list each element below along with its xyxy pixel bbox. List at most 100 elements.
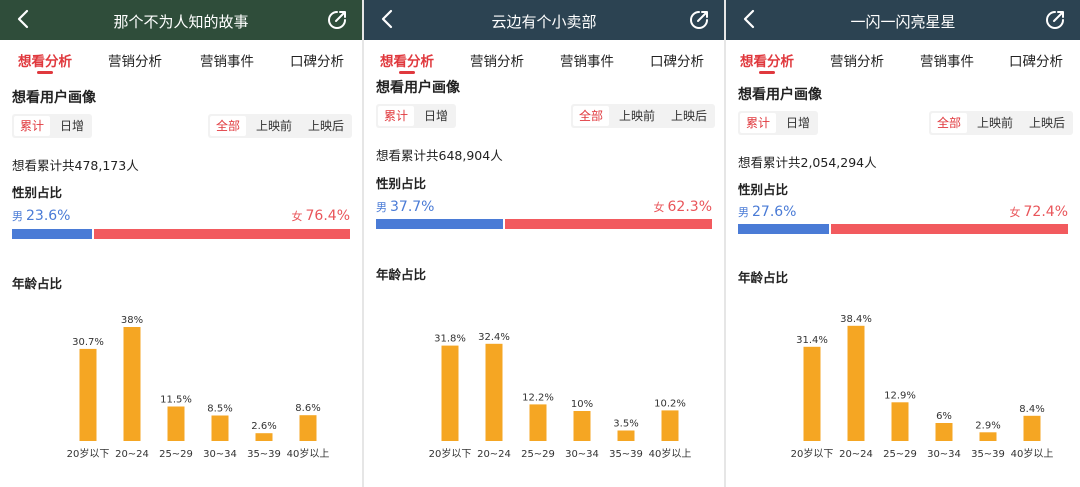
age-title: 年龄占比: [376, 267, 427, 282]
age-bar: [803, 346, 821, 441]
male-value: 37.7%: [390, 199, 435, 215]
age-bar: [299, 415, 317, 441]
female-percent: 女 76.4%: [292, 208, 350, 224]
age-category-label: 25~29: [521, 449, 555, 460]
seg-pre-release[interactable]: 上映前: [256, 119, 293, 133]
age-bar: [935, 423, 953, 441]
header-bar: 一闪一闪亮星星: [726, 0, 1080, 40]
tab-want-analysis[interactable]: 想看分析: [740, 54, 794, 70]
back-arrow-icon[interactable]: [378, 9, 398, 29]
active-tab-indicator: [399, 71, 415, 74]
age-bar-value-label: 12.9%: [884, 390, 916, 401]
tab-marketing-analysis[interactable]: 营销分析: [830, 54, 884, 70]
want-total: 想看累计共478,173人: [12, 158, 139, 173]
tab-reputation-analysis[interactable]: 口碑分析: [650, 54, 704, 70]
age-bar: [79, 348, 97, 441]
seg-all[interactable]: 全部: [931, 113, 968, 133]
age-category-label: 40岁以上: [1011, 447, 1054, 460]
tab-bar: 想看分析 营销分析 营销事件 口碑分析: [364, 40, 724, 78]
share-icon[interactable]: [688, 9, 710, 31]
age-bar-value-label: 8.6%: [295, 403, 320, 414]
seg-pre-release[interactable]: 上映前: [619, 109, 656, 123]
header-bar: 那个不为人知的故事: [0, 0, 362, 40]
age-bar-value-label: 32.4%: [478, 332, 510, 343]
tab-reputation-analysis[interactable]: 口碑分析: [290, 54, 344, 70]
tab-want-analysis[interactable]: 想看分析: [380, 54, 434, 70]
seg-daily[interactable]: 日增: [786, 116, 811, 130]
age-bar-value-label: 30.7%: [72, 337, 104, 348]
age-bar-value-label: 10%: [571, 399, 593, 410]
share-icon[interactable]: [1044, 9, 1066, 31]
seg-daily[interactable]: 日增: [60, 119, 85, 133]
seg-pre-release[interactable]: 上映前: [977, 116, 1014, 130]
age-bar: [123, 327, 141, 441]
share-icon[interactable]: [326, 9, 348, 31]
gender-bar-male: [12, 229, 92, 239]
time-segment: 全部 上映前 上映后: [929, 111, 1074, 135]
age-chart: 30.7% 20岁以下 38% 20~24 11.5% 25~29 8.5% 30~34 2.6…: [67, 315, 330, 460]
mode-segment: 累计 日增: [376, 104, 457, 128]
age-bar: [167, 406, 185, 441]
age-bar: [441, 345, 459, 441]
tab-marketing-events[interactable]: 营销事件: [200, 54, 254, 70]
seg-daily[interactable]: 日增: [424, 109, 449, 123]
page-title: 一闪一闪亮星星: [850, 13, 956, 31]
gender-bar: [376, 219, 712, 229]
age-chart: 31.8% 20岁以下 32.4% 20~24 12.2% 25~29 10% 30~34 3.…: [429, 332, 692, 460]
age-category-label: 30~34: [927, 449, 961, 460]
seg-cumulative[interactable]: 累计: [378, 106, 415, 126]
seg-cumulative[interactable]: 累计: [14, 116, 51, 136]
seg-all[interactable]: 全部: [573, 106, 610, 126]
tab-marketing-events[interactable]: 营销事件: [920, 54, 974, 70]
female-value: 76.4%: [305, 208, 350, 224]
male-label: 男: [12, 210, 23, 223]
want-total: 想看累计共648,904人: [376, 148, 503, 163]
tab-marketing-events[interactable]: 营销事件: [560, 54, 614, 70]
gender-bar-female: [93, 229, 350, 239]
age-bar-value-label: 2.9%: [975, 420, 1000, 431]
age-bar: [485, 343, 503, 441]
age-bar-value-label: 11.5%: [160, 395, 192, 406]
seg-post-release[interactable]: 上映后: [671, 109, 708, 123]
male-percent: 男 27.6%: [738, 204, 796, 220]
age-bar: [847, 325, 865, 441]
age-bar: [255, 433, 273, 441]
back-arrow-icon[interactable]: [740, 9, 760, 29]
age-chart: 31.4% 20岁以下 38.4% 20~24 12.9% 25~29 6% 30~34 2.9…: [791, 314, 1054, 460]
section-title: 想看用户画像: [376, 80, 460, 96]
age-bar: [211, 415, 229, 441]
tab-reputation-analysis[interactable]: 口碑分析: [1009, 54, 1063, 70]
age-category-label: 35~39: [609, 449, 643, 460]
gender-title: 性别占比: [738, 182, 789, 197]
panel-1: 云边有个小卖部 想看分析 营销分析 营销事件 口碑分析 想看用户画像 累计 日增 …: [364, 0, 724, 487]
female-label: 女: [291, 210, 303, 223]
tab-bar: 想看分析 营销分析 营销事件 口碑分析: [726, 40, 1080, 78]
age-category-label: 40岁以上: [649, 447, 692, 460]
female-value: 72.4%: [1023, 204, 1068, 220]
time-segment: 全部 上映前 上映后: [571, 104, 716, 128]
back-arrow-icon[interactable]: [14, 9, 34, 29]
seg-all[interactable]: 全部: [210, 116, 247, 136]
male-value: 23.6%: [26, 208, 71, 224]
seg-post-release[interactable]: 上映后: [308, 119, 345, 133]
seg-cumulative[interactable]: 累计: [740, 113, 777, 133]
age-bar: [891, 402, 909, 441]
age-bar-value-label: 6%: [936, 411, 952, 422]
age-category-label: 40岁以上: [287, 447, 330, 460]
seg-post-release[interactable]: 上映后: [1029, 116, 1066, 130]
female-label: 女: [1009, 206, 1021, 219]
age-category-label: 25~29: [159, 449, 193, 460]
mode-segment: 累计 日增: [738, 111, 819, 135]
tab-marketing-analysis[interactable]: 营销分析: [470, 54, 524, 70]
tab-bar: 想看分析 营销分析 营销事件 口碑分析: [0, 40, 362, 78]
male-percent: 男 23.6%: [12, 208, 70, 224]
section-title: 想看用户画像: [738, 87, 822, 103]
tab-marketing-analysis[interactable]: 营销分析: [108, 54, 162, 70]
active-tab-indicator: [759, 71, 775, 74]
age-bar: [529, 404, 547, 441]
gender-bar-female: [504, 219, 712, 229]
age-title: 年龄占比: [12, 276, 63, 291]
male-label: 男: [376, 201, 387, 214]
tab-want-analysis[interactable]: 想看分析: [18, 54, 72, 70]
gender-bar: [738, 224, 1068, 234]
